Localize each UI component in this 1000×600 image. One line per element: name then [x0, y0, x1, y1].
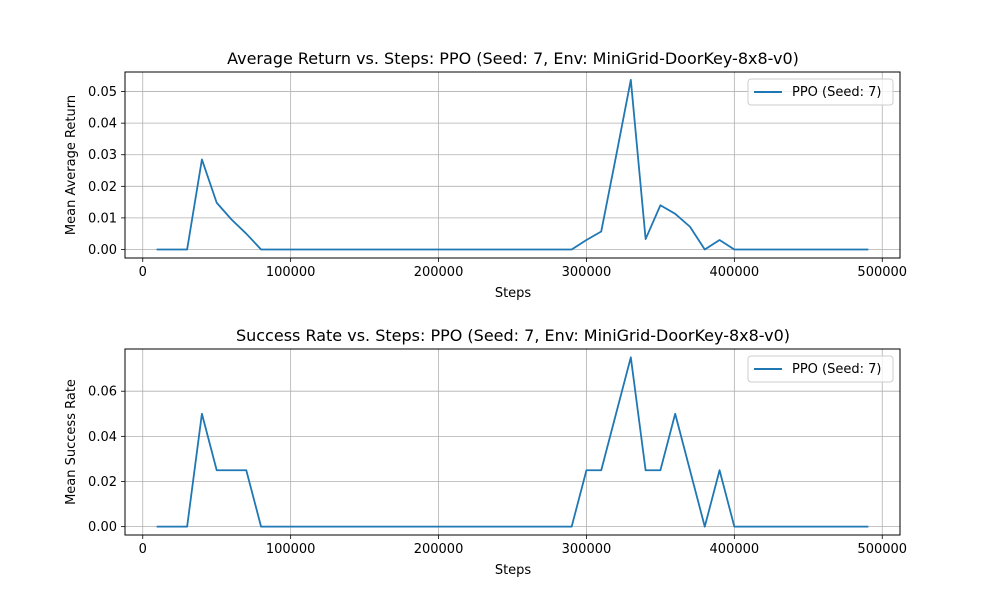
y-axis-label: Mean Average Return — [64, 95, 79, 235]
y-tick-label: 0.05 — [88, 85, 117, 100]
average-return-chart: Average Return vs. Steps: PPO (Seed: 7, … — [64, 49, 907, 301]
chart-title: Average Return vs. Steps: PPO (Seed: 7, … — [227, 49, 799, 68]
x-tick-label: 500000 — [857, 265, 907, 280]
success-rate-chart: Success Rate vs. Steps: PPO (Seed: 7, En… — [64, 326, 907, 578]
x-tick-label: 200000 — [414, 265, 464, 280]
y-ticks: 0.00 0.01 0.02 0.03 0.04 0.05 — [88, 85, 125, 258]
legend-label: PPO (Seed: 7) — [792, 85, 881, 100]
y-tick-label: 0.06 — [88, 385, 117, 400]
series-line — [156, 356, 869, 528]
x-tick-label: 100000 — [266, 265, 316, 280]
y-tick-label: 0.03 — [88, 148, 117, 163]
x-tick-label: 0 — [139, 265, 147, 280]
x-axis-label: Steps — [495, 286, 532, 301]
series-line — [156, 78, 869, 251]
legend-box — [747, 355, 894, 383]
x-tick-label: 300000 — [562, 265, 612, 280]
y-tick-label: 0.01 — [88, 211, 117, 226]
x-tick-label: 100000 — [266, 542, 316, 557]
x-tick-label: 400000 — [710, 542, 760, 557]
chart-title: Success Rate vs. Steps: PPO (Seed: 7, En… — [236, 326, 790, 345]
x-tick-label: 200000 — [414, 542, 464, 557]
x-ticks: 0 100000 200000 300000 400000 500000 — [139, 258, 907, 280]
y-tick-label: 0.00 — [88, 520, 117, 535]
x-tick-label: 400000 — [710, 265, 760, 280]
y-tick-label: 0.04 — [88, 117, 117, 132]
y-tick-label: 0.04 — [88, 430, 117, 445]
y-tick-label: 0.00 — [88, 243, 117, 258]
series-group — [156, 78, 869, 251]
y-ticks: 0.00 0.02 0.04 0.06 — [88, 385, 125, 535]
legend: PPO (Seed: 7) — [747, 78, 894, 106]
legend: PPO (Seed: 7) — [747, 355, 894, 383]
legend-label: PPO (Seed: 7) — [792, 362, 881, 377]
plot-frame — [124, 71, 901, 259]
series-group — [156, 356, 869, 528]
y-axis-label: Mean Success Rate — [64, 379, 79, 505]
plot-frame — [124, 348, 901, 536]
legend-box — [747, 78, 894, 106]
x-tick-label: 0 — [139, 542, 147, 557]
y-tick-label: 0.02 — [88, 180, 117, 195]
x-ticks: 0 100000 200000 300000 400000 500000 — [139, 535, 907, 557]
x-tick-label: 300000 — [562, 542, 612, 557]
x-tick-label: 500000 — [857, 542, 907, 557]
y-tick-label: 0.02 — [88, 475, 117, 490]
x-axis-label: Steps — [495, 563, 532, 578]
